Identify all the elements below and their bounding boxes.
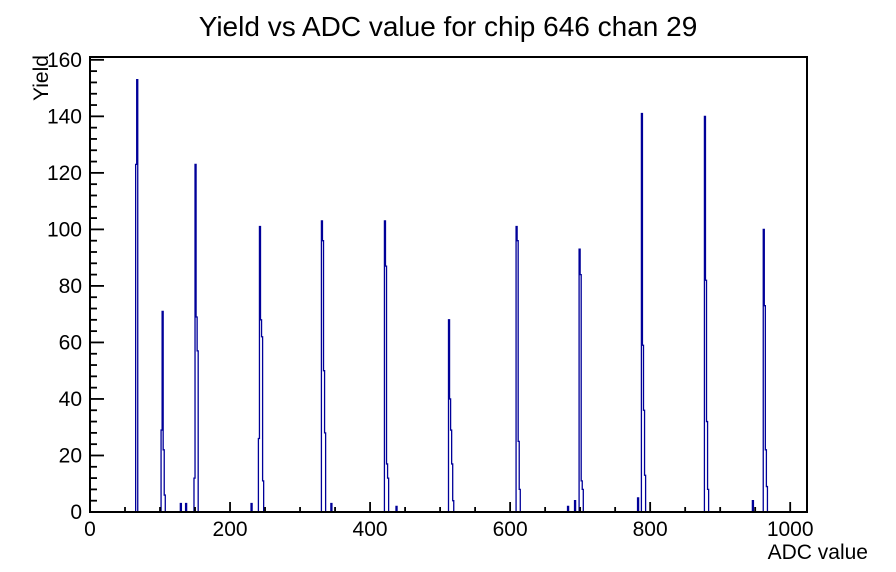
y-tick-label: 160	[47, 49, 82, 72]
x-tick-labels: 0 200 400 600 800 1000	[84, 518, 813, 541]
histogram-peak	[640, 112, 647, 512]
histogram-peak	[703, 115, 710, 512]
y-tick-label: 0	[70, 501, 82, 524]
histogram-peak	[193, 163, 199, 512]
x-tick-label: 600	[493, 518, 528, 541]
x-axis-title: ADC value	[768, 541, 868, 564]
y-tick-label: 60	[59, 331, 82, 354]
histogram-peak	[320, 220, 327, 512]
histogram-peak	[383, 220, 390, 512]
histogram-peak	[762, 228, 769, 512]
histogram-peak	[395, 505, 398, 512]
x-tick-label: 200	[213, 518, 248, 541]
y-tick-label: 100	[47, 218, 82, 241]
x-tick-label: 0	[84, 518, 96, 541]
histogram-peak	[573, 500, 577, 512]
y-axis-title: Yield	[30, 55, 53, 101]
plot-frame	[89, 56, 808, 513]
histogram-peak	[135, 78, 139, 512]
histogram-series	[135, 78, 769, 512]
histogram-peak	[566, 505, 570, 512]
histogram-peak	[250, 502, 253, 512]
histogram-peak	[160, 310, 166, 512]
histogram-peak	[179, 502, 183, 512]
x-tick-label: 400	[353, 518, 388, 541]
histogram-peak	[578, 248, 584, 512]
y-tick-labels: 0 20 40 60 80 100 120 140 160	[47, 49, 82, 524]
y-tick-label: 20	[59, 444, 82, 467]
histogram-peak	[447, 319, 455, 512]
x-tick-label: 1000	[767, 518, 814, 541]
histogram-peak	[515, 225, 521, 512]
y-tick-label: 40	[59, 388, 82, 411]
histogram-peak	[751, 500, 755, 512]
y-tick-label: 120	[47, 162, 82, 185]
histogram-peak	[257, 225, 265, 512]
chart-title: Yield vs ADC value for chip 646 chan 29	[199, 11, 698, 42]
x-tick-label: 800	[633, 518, 668, 541]
histogram-peak	[184, 502, 188, 512]
y-tick-label: 80	[59, 275, 82, 298]
y-tick-label: 140	[47, 105, 82, 128]
histogram-peak	[330, 502, 333, 512]
histogram-peak	[636, 497, 640, 512]
axis-ticks	[89, 58, 792, 513]
